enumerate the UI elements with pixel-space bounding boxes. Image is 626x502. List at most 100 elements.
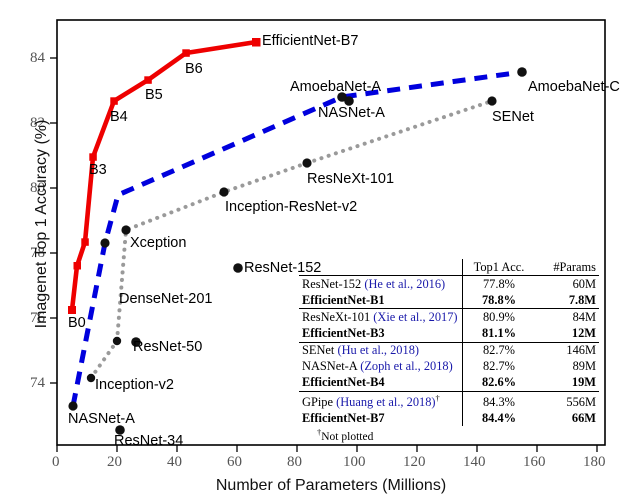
y-tick-76: 76 <box>30 310 45 326</box>
header-top1-acc: Top1 Acc. <box>462 259 535 277</box>
y-tick-84: 84 <box>30 50 45 66</box>
cell-accuracy: 78.8% <box>481 292 517 307</box>
point-amoebanet-a <box>344 96 354 106</box>
label-densenet-201: DenseNet-201 <box>119 291 213 307</box>
cell-accuracy: 84.4% <box>481 410 517 425</box>
label-resnet-34: ResNet-34 <box>114 433 184 449</box>
x-tick-20: 20 <box>107 454 122 470</box>
x-tick-160: 160 <box>523 454 546 470</box>
citation: (He et al., 2016) <box>364 276 446 291</box>
label-senet: SENet <box>492 109 534 125</box>
table-row: EfficientNet-B3 81.1% 12M <box>299 325 599 343</box>
series-nasnet-amoebanet-markers <box>68 67 527 411</box>
point-resnet-152 <box>233 263 243 273</box>
model-name: SENet <box>302 343 335 358</box>
citation: (Xie et al., 2017) <box>373 309 458 324</box>
cell-accuracy: 82.7% <box>482 359 515 374</box>
cell-model-name: ResNeXt-101 (Xie et al., 2017) <box>299 308 463 326</box>
cell-params: 89M <box>572 359 596 374</box>
cell-params: 84M <box>535 308 599 326</box>
cell-accuracy: 77.8% <box>462 275 535 293</box>
cell-model-name: GPipe (Huang et al., 2018)† <box>299 391 463 411</box>
x-tick-100: 100 <box>343 454 366 470</box>
label-b6: B6 <box>185 61 203 77</box>
point-resnet-50 <box>131 337 141 347</box>
label-amoebanet-a: AmoebaNet-A <box>290 79 382 95</box>
series-unconnected-markers <box>115 96 354 435</box>
label-efficientnet-b7: EfficientNet-B7 <box>262 33 359 49</box>
header-model <box>299 259 463 277</box>
y-tick-80: 80 <box>30 180 45 196</box>
table-row: ResNeXt-101 (Xie et al., 2017) 80.9% 84M <box>299 308 599 326</box>
cell-params: 19M <box>571 375 596 390</box>
label-b3: B3 <box>89 162 107 178</box>
plot-frame <box>56 19 606 446</box>
table-row: SENet (Hu et al., 2018) 82.7% 146M <box>299 341 599 359</box>
point-resnet-34 <box>115 425 125 435</box>
label-inception-v2: Inception-v2 <box>95 377 174 393</box>
table-row: EfficientNet-B4 82.6% 19M <box>299 374 599 392</box>
x-tick-60: 60 <box>227 454 242 470</box>
cell-accuracy: 82.6% <box>481 375 517 390</box>
series-nasnet-amoebanet-line <box>70 69 523 407</box>
model-name: ResNeXt-101 <box>302 309 371 324</box>
x-tick-120: 120 <box>403 454 426 470</box>
label-xception: Xception <box>130 235 187 251</box>
cell-params: 556M <box>535 391 599 411</box>
header-params: #Params <box>535 259 599 277</box>
series-other-models-line <box>89 99 494 380</box>
cell-model-name: SENet (Hu et al., 2018) <box>299 341 463 359</box>
label-resnet-50: ResNet-50 <box>133 339 203 355</box>
cell-model-name: NASNet-A (Zoph et al., 2018) <box>299 358 463 375</box>
label-b4: B4 <box>110 109 128 125</box>
citation: (Huang et al., 2018) <box>336 394 436 409</box>
table-footnote: †Not plotted <box>299 426 599 443</box>
cell-params: 12M <box>571 326 596 340</box>
citation: (Hu et al., 2018) <box>337 343 420 358</box>
label-nasnet-a-right: NASNet-A <box>318 105 385 121</box>
y-axis-title: Imagenet Top 1 Accuracy (%) <box>33 119 50 329</box>
dagger-marker: † <box>435 392 440 403</box>
cell-accuracy: 82.7% <box>462 341 535 359</box>
table-row: ResNet-152 (He et al., 2016) 77.8% 60M <box>299 275 599 293</box>
series-efficientnet-markers <box>68 38 261 314</box>
x-tick-140: 140 <box>463 454 486 470</box>
table-row: EfficientNet-B1 78.8% 7.8M <box>299 292 599 309</box>
label-b0: B0 <box>68 315 86 331</box>
y-tick-82: 82 <box>30 115 45 131</box>
label-b5: B5 <box>145 87 163 103</box>
cell-params: 66M <box>571 410 596 425</box>
cell-params: 60M <box>535 275 599 293</box>
x-axis-title: Number of Parameters (Millions) <box>215 477 447 494</box>
cell-accuracy: 84.3% <box>462 391 535 411</box>
citation: (Zoph et al., 2018) <box>360 359 453 374</box>
table-row: EfficientNet-B7 84.4% 66M <box>299 410 599 427</box>
label-nasnet-a-left: NASNet-A <box>68 411 135 427</box>
y-tick-78: 78 <box>30 245 45 261</box>
cell-params: 7.8M <box>568 292 596 307</box>
y-axis-ticks <box>50 57 57 384</box>
results-table: Top1 Acc. #Params ResNet-152 (He et al.,… <box>299 259 599 443</box>
cell-params: 146M <box>535 341 599 359</box>
label-resnext-101: ResNeXt-101 <box>307 171 395 187</box>
model-name: ResNet-152 <box>302 276 362 291</box>
label-amoebanet-c: AmoebaNet-C <box>528 79 620 95</box>
x-tick-80: 80 <box>287 454 302 470</box>
cell-model-name: EfficientNet-B4 <box>299 374 463 392</box>
model-name: GPipe <box>302 394 333 409</box>
cell-accuracy: 80.9% <box>462 308 535 326</box>
table-row: NASNet-A (Zoph et al., 2018) 82.7% 89M <box>299 358 599 375</box>
cell-model-name: EfficientNet-B3 <box>299 325 463 343</box>
cell-model-name: EfficientNet-B1 <box>299 292 463 309</box>
footnote-text: Not plotted <box>321 431 374 444</box>
table-header-row: Top1 Acc. #Params <box>299 259 599 277</box>
cell-accuracy: 81.1% <box>481 326 517 340</box>
cell-model-name: ResNet-152 (He et al., 2016) <box>299 275 463 293</box>
x-tick-180: 180 <box>583 454 606 470</box>
x-tick-0: 0 <box>52 454 60 470</box>
table-row: GPipe (Huang et al., 2018)† 84.3% 556M <box>299 391 599 411</box>
series-other-models-markers <box>86 96 497 383</box>
label-inception-resnet-v2: Inception-ResNet-v2 <box>225 199 358 215</box>
x-tick-40: 40 <box>167 454 182 470</box>
